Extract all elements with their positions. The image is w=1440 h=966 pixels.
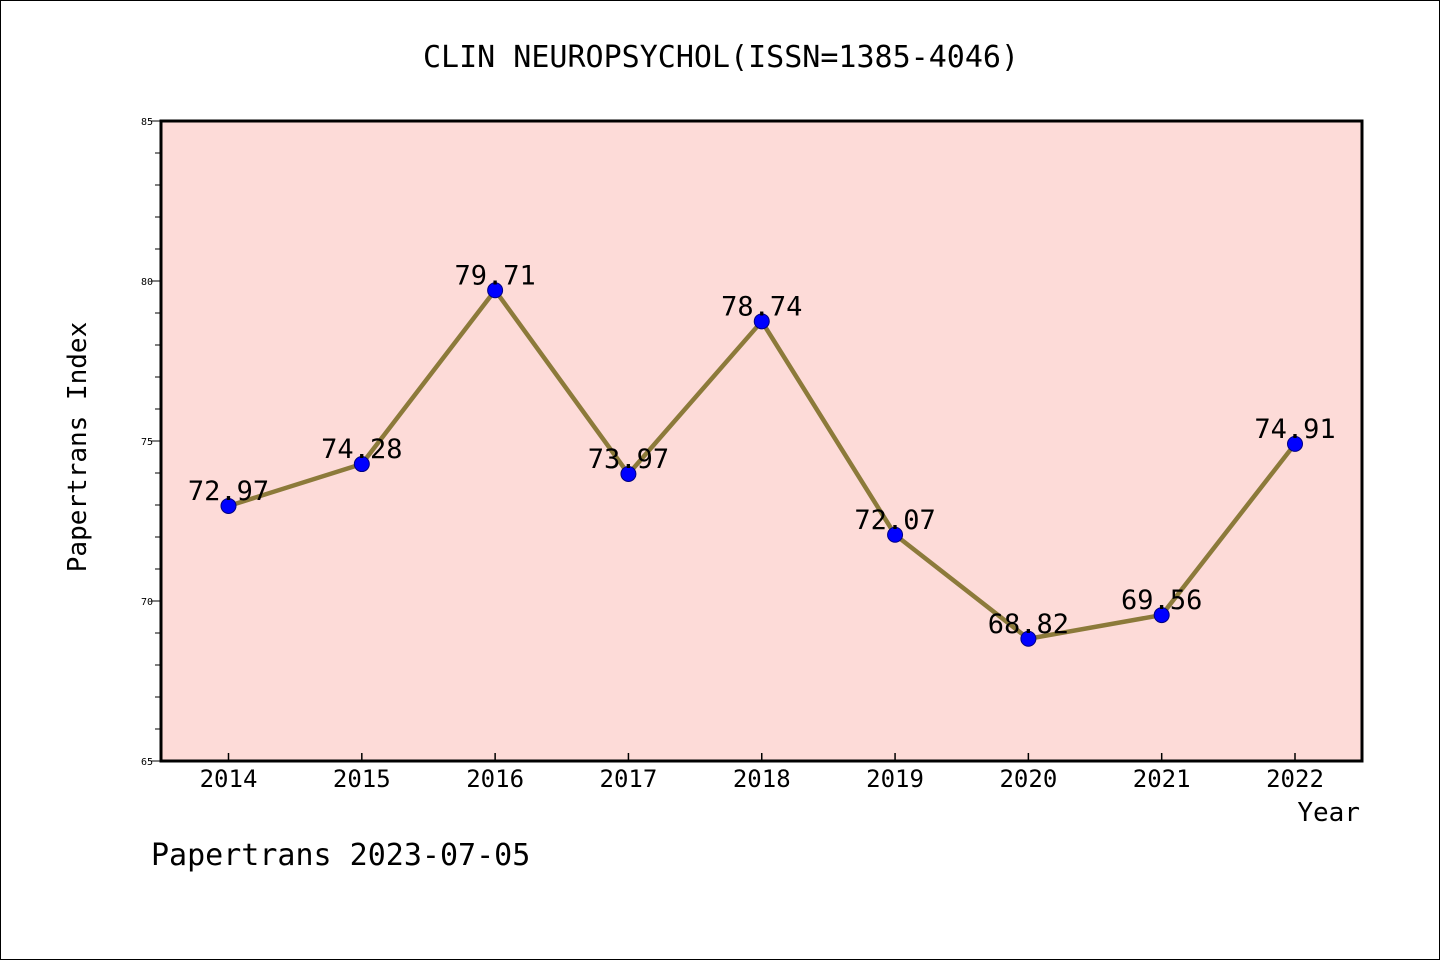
data-point	[887, 526, 904, 543]
data-label: 73.97	[588, 444, 669, 475]
data-point	[620, 465, 637, 482]
y-tick-label: 65	[141, 757, 153, 768]
x-tick-label: 2020	[999, 765, 1057, 793]
data-label: 72.97	[188, 476, 269, 507]
data-label: 68.82	[988, 609, 1069, 640]
y-tick-label: 70	[141, 597, 153, 608]
data-label: 69.56	[1121, 585, 1202, 616]
x-axis-ticks: 2014 2015 2016 2017 2018 2019 2020 2021 2022	[200, 753, 1324, 793]
data-point	[1287, 435, 1303, 452]
series-group: 72.97 74.28 79.71 73.97 78.74 72.07 68.82 69.56…	[188, 260, 1336, 647]
data-point	[220, 497, 237, 514]
footer-text: Papertrans 2023-07-05	[151, 838, 530, 873]
data-point	[487, 282, 504, 299]
data-label: 74.91	[1254, 414, 1335, 445]
data-point	[753, 313, 770, 330]
data-point	[353, 456, 370, 473]
x-tick-label: 2019	[866, 765, 924, 793]
x-axis-label: Year	[1297, 798, 1360, 828]
data-label: 78.74	[721, 291, 802, 322]
plot-area	[161, 121, 1362, 761]
x-tick-label: 2016	[466, 765, 524, 793]
data-label: 79.71	[454, 260, 535, 291]
x-tick-label: 2017	[600, 765, 658, 793]
y-tick-label: 75	[141, 437, 153, 448]
y-axis-ticks: 65 70 75 80 85	[141, 117, 161, 768]
x-tick-label: 2014	[200, 765, 258, 793]
x-tick-label: 2022	[1266, 765, 1324, 793]
y-axis-label: Papertrans Index	[63, 322, 93, 572]
data-label: 74.28	[321, 434, 402, 465]
y-tick-label: 80	[141, 277, 153, 288]
x-tick-label: 2021	[1133, 765, 1191, 793]
data-point	[1020, 630, 1037, 647]
data-label: 72.07	[854, 505, 935, 536]
x-tick-label: 2018	[733, 765, 791, 793]
plot-border	[159, 119, 1364, 763]
x-tick-label: 2015	[333, 765, 391, 793]
chart-title: CLIN NEUROPSYCHOL(ISSN=1385-4046)	[423, 40, 1019, 75]
data-point	[1153, 607, 1170, 624]
y-tick-label: 85	[141, 117, 153, 128]
